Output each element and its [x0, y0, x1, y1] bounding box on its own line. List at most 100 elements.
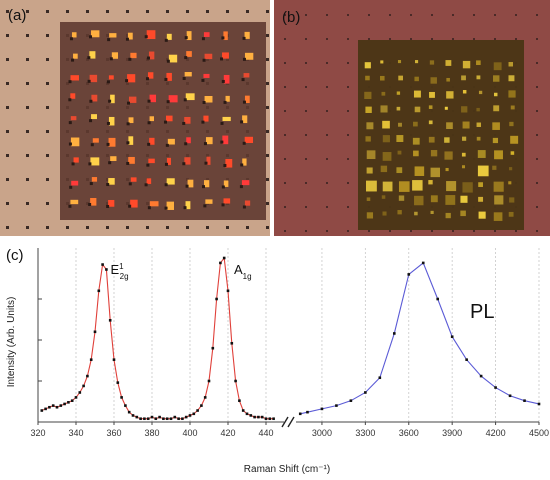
lattice-dot [326, 38, 328, 40]
raman-data-point [253, 415, 256, 419]
array-spot [109, 33, 117, 38]
lattice-dot [46, 226, 49, 229]
lattice-dot [389, 38, 391, 40]
raman-data-point [226, 289, 230, 293]
raman-data-point [184, 415, 188, 419]
raman-data-point [192, 412, 196, 416]
array-spot [428, 180, 433, 185]
lattice-dot [106, 10, 109, 13]
array-spot [130, 52, 137, 59]
array-spot [149, 116, 155, 122]
array-spot [493, 212, 503, 221]
lattice-dot [144, 183, 148, 187]
lattice-dot [66, 10, 69, 13]
lattice-dot [26, 58, 29, 61]
lattice-dot [164, 183, 168, 187]
array-spot [222, 135, 229, 145]
lattice-dot [410, 14, 412, 16]
array-spot [184, 157, 191, 165]
lattice-dot [46, 10, 49, 13]
array-spot [444, 137, 450, 143]
array-spot [476, 75, 481, 80]
x-tick-label: 3600 [399, 428, 419, 438]
lattice-dot [326, 110, 328, 112]
array-spot [73, 157, 79, 163]
spectrum-chart: (c) Intensity (Arb. Units) Raman Shift (… [6, 247, 549, 475]
array-spot [70, 93, 76, 99]
array-spot [223, 31, 228, 41]
lattice-dot [26, 106, 29, 109]
lattice-dot [69, 37, 73, 41]
array-spot [128, 96, 137, 103]
array-spot [493, 181, 504, 192]
pl-data-point [335, 404, 338, 407]
raman-data-point [162, 417, 165, 421]
array-spot [149, 201, 159, 207]
lattice-dot [452, 14, 454, 16]
array-spot [382, 181, 393, 192]
lattice-dot [266, 82, 269, 85]
array-spot [493, 92, 498, 97]
array-spot [492, 122, 500, 130]
lattice-dot [431, 230, 433, 232]
lattice-dot [6, 154, 9, 157]
array-spot [461, 106, 468, 113]
lattice-dot [109, 57, 113, 61]
lattice-dot [106, 121, 110, 125]
lattice-dot [368, 230, 370, 232]
array-spot [492, 137, 499, 144]
lattice-dot [86, 226, 89, 229]
lattice-dot [266, 178, 269, 181]
array-spot [510, 135, 519, 144]
lattice-dot [126, 226, 129, 229]
array-spot [462, 121, 470, 129]
array-spot [366, 122, 374, 130]
array-spot [108, 116, 115, 126]
array-spot [222, 52, 229, 59]
array-spot [184, 72, 192, 77]
lattice-dot [46, 202, 49, 205]
lattice-dot [347, 110, 349, 112]
lattice-dot [410, 38, 412, 40]
raman-data-point [272, 417, 275, 421]
array-spot [476, 60, 481, 66]
lattice-dot [106, 142, 110, 146]
raman-data-point [215, 297, 218, 301]
array-spot [184, 116, 191, 124]
array-spot [398, 75, 404, 81]
pl-data-point [407, 273, 411, 276]
array-spot [70, 75, 79, 81]
lattice-dot [347, 38, 349, 40]
x-tick-label: 400 [182, 428, 197, 438]
lattice-dot [515, 38, 517, 40]
pl-data-point [436, 297, 440, 301]
raman-data-point [67, 401, 70, 404]
array-spot [493, 75, 500, 82]
array-spot [428, 136, 435, 143]
lattice-dot [221, 203, 225, 207]
array-spot [446, 91, 454, 99]
raman-data-point [264, 417, 268, 421]
lattice-dot [223, 100, 227, 104]
array-spot [223, 180, 229, 187]
lattice-dot [326, 14, 328, 16]
array-spot [478, 211, 486, 219]
array-spot [397, 60, 402, 64]
lattice-dot [239, 185, 243, 189]
array-spot [91, 177, 98, 182]
array-spot [445, 60, 452, 66]
optical-image-a [0, 0, 270, 236]
raman-data-point [268, 417, 272, 421]
array-spot [446, 181, 457, 192]
lattice-dot [431, 38, 433, 40]
lattice-dot [182, 77, 186, 81]
array-spot [412, 137, 420, 145]
lattice-dot [284, 38, 286, 40]
pl-fit-line [300, 262, 540, 415]
array-spot [380, 75, 385, 81]
array-spot [430, 210, 434, 214]
lattice-dot [68, 142, 72, 146]
array-spot [89, 74, 98, 83]
raman-data-point [44, 407, 47, 411]
lattice-dot [536, 110, 538, 112]
